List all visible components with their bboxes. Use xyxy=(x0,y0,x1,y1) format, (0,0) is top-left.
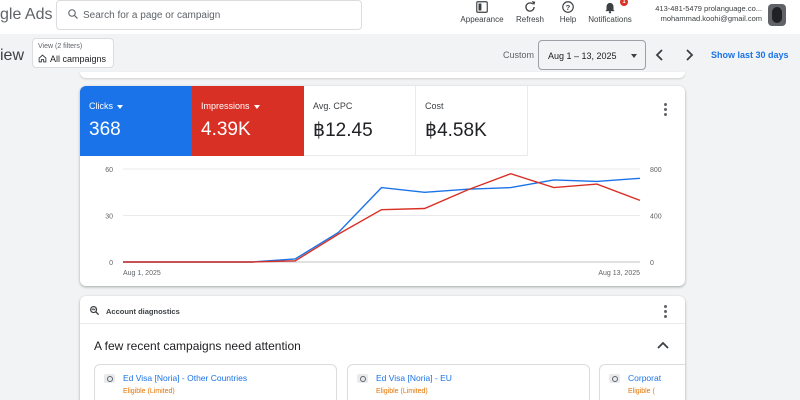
campaign-name[interactable]: Ed Visa [Noria] - EU xyxy=(376,373,452,383)
help-button[interactable]: ? Help xyxy=(554,0,582,30)
diagnostics-header: Account diagnostics xyxy=(80,296,685,324)
appearance-label: Appearance xyxy=(460,15,504,24)
notification-badge: 1 xyxy=(620,0,628,6)
date-range-picker[interactable]: Aug 1 – 13, 2025 xyxy=(538,40,646,70)
campaign-name[interactable]: Ed Visa [Noria] - Other Countries xyxy=(123,373,248,383)
campaign-name[interactable]: Corporat xyxy=(628,373,662,383)
account-info[interactable]: 413-481-5479 prolanguage.co... mohammad.… xyxy=(644,4,762,24)
campaign-status: Eligible ( xyxy=(628,388,655,395)
campaign-card[interactable]: Ed Visa [Noria] - EU Eligible (Limited) xyxy=(347,364,590,400)
x-tick-label: Aug 13, 2025 xyxy=(598,270,640,277)
campaign-card[interactable]: Corporat Eligible ( xyxy=(599,364,685,400)
metric-value: ฿4.58K xyxy=(425,120,487,141)
search-input[interactable] xyxy=(83,7,353,23)
metric-value: 4.39K xyxy=(201,119,251,140)
notifications-button[interactable]: 1 Notifications xyxy=(586,0,634,30)
y-left-tick-label: 60 xyxy=(105,167,113,174)
metric-label: Avg. CPC xyxy=(313,101,353,111)
metric-label: Impressions xyxy=(201,101,260,111)
top-header: gle Ads Appearance Refresh ? Help 1 Noti… xyxy=(0,0,800,34)
y-left-tick-label: 30 xyxy=(105,214,113,221)
search-box[interactable] xyxy=(56,0,362,30)
account-email: mohammad.koohi@gmail.com xyxy=(660,14,762,23)
performance-chart: 0 30 60 0 400 800 Aug 1, 2025 Aug 13, 2025 xyxy=(105,167,662,277)
metric-value: ฿12.45 xyxy=(313,120,373,141)
view-filter-label: View (2 filters) xyxy=(38,43,83,50)
metric-tile-clicks[interactable]: Clicks 368 xyxy=(80,86,192,156)
campaign-search-icon xyxy=(104,374,115,383)
help-icon: ? xyxy=(562,1,574,13)
previous-period-icon[interactable] xyxy=(654,48,666,62)
y-left-tick-label: 0 xyxy=(109,260,113,267)
bell-icon xyxy=(605,2,615,14)
chevron-up-icon[interactable] xyxy=(657,340,669,350)
series-line-clicks xyxy=(123,177,641,263)
appearance-button[interactable]: Appearance xyxy=(458,0,506,30)
caret-down-icon xyxy=(117,104,123,109)
metric-tile-avg-cpc[interactable]: Avg. CPC ฿12.45 xyxy=(304,86,416,156)
campaign-search-icon xyxy=(609,374,620,383)
next-period-icon[interactable] xyxy=(683,48,695,62)
campaign-status: Eligible (Limited) xyxy=(123,388,175,395)
diagnostics-card: Account diagnostics A few recent campaig… xyxy=(80,296,685,400)
home-icon xyxy=(38,54,47,63)
date-range-value: Aug 1 – 13, 2025 xyxy=(548,51,617,61)
svg-text:?: ? xyxy=(566,3,571,12)
view-selector[interactable]: View (2 filters) All campaigns xyxy=(32,38,114,68)
dropdown-arrow-icon xyxy=(631,54,637,58)
metric-tile-impressions[interactable]: Impressions 4.39K xyxy=(192,86,304,156)
account-id: 413-481-5479 prolanguage.co... xyxy=(655,4,762,13)
campaign-card[interactable]: Ed Visa [Noria] - Other Countries Eligib… xyxy=(94,364,337,400)
show-last-30-days-link[interactable]: Show last 30 days xyxy=(711,50,789,60)
campaign-search-icon xyxy=(357,374,368,383)
y-right-tick-label: 0 xyxy=(650,260,654,267)
refresh-button[interactable]: Refresh xyxy=(512,0,548,30)
notifications-label: Notifications xyxy=(588,15,632,24)
diagnostics-icon xyxy=(90,306,100,316)
previous-card-bottom xyxy=(80,72,685,78)
metric-tile-cost[interactable]: Cost ฿4.58K xyxy=(416,86,528,156)
more-options-icon[interactable] xyxy=(662,103,668,117)
appearance-icon xyxy=(476,1,488,13)
avatar[interactable] xyxy=(768,4,786,26)
caret-down-icon xyxy=(253,104,260,109)
attention-heading: A few recent campaigns need attention xyxy=(94,339,301,353)
campaign-status: Eligible (Limited) xyxy=(376,388,428,395)
series-line-impressions xyxy=(123,172,641,263)
diagnostics-title: Account diagnostics xyxy=(106,307,180,316)
search-icon xyxy=(68,9,78,19)
refresh-icon xyxy=(525,1,536,12)
metric-label: Clicks xyxy=(89,101,123,111)
metric-label: Cost xyxy=(425,101,444,111)
refresh-label: Refresh xyxy=(515,15,544,24)
help-label: Help xyxy=(559,15,577,24)
view-name: All campaigns xyxy=(50,54,107,64)
y-right-tick-label: 400 xyxy=(650,214,662,221)
page-title: iew xyxy=(0,47,25,64)
custom-label: Custom xyxy=(503,50,535,60)
google-ads-logo[interactable]: gle Ads xyxy=(0,6,53,23)
y-right-tick-label: 800 xyxy=(650,167,662,174)
metric-value: 368 xyxy=(89,119,121,140)
x-tick-label: Aug 1, 2025 xyxy=(123,270,161,277)
more-options-icon[interactable] xyxy=(662,305,668,319)
performance-card: Clicks 368 Impressions 4.39K Avg. CPC ฿1… xyxy=(80,86,685,286)
